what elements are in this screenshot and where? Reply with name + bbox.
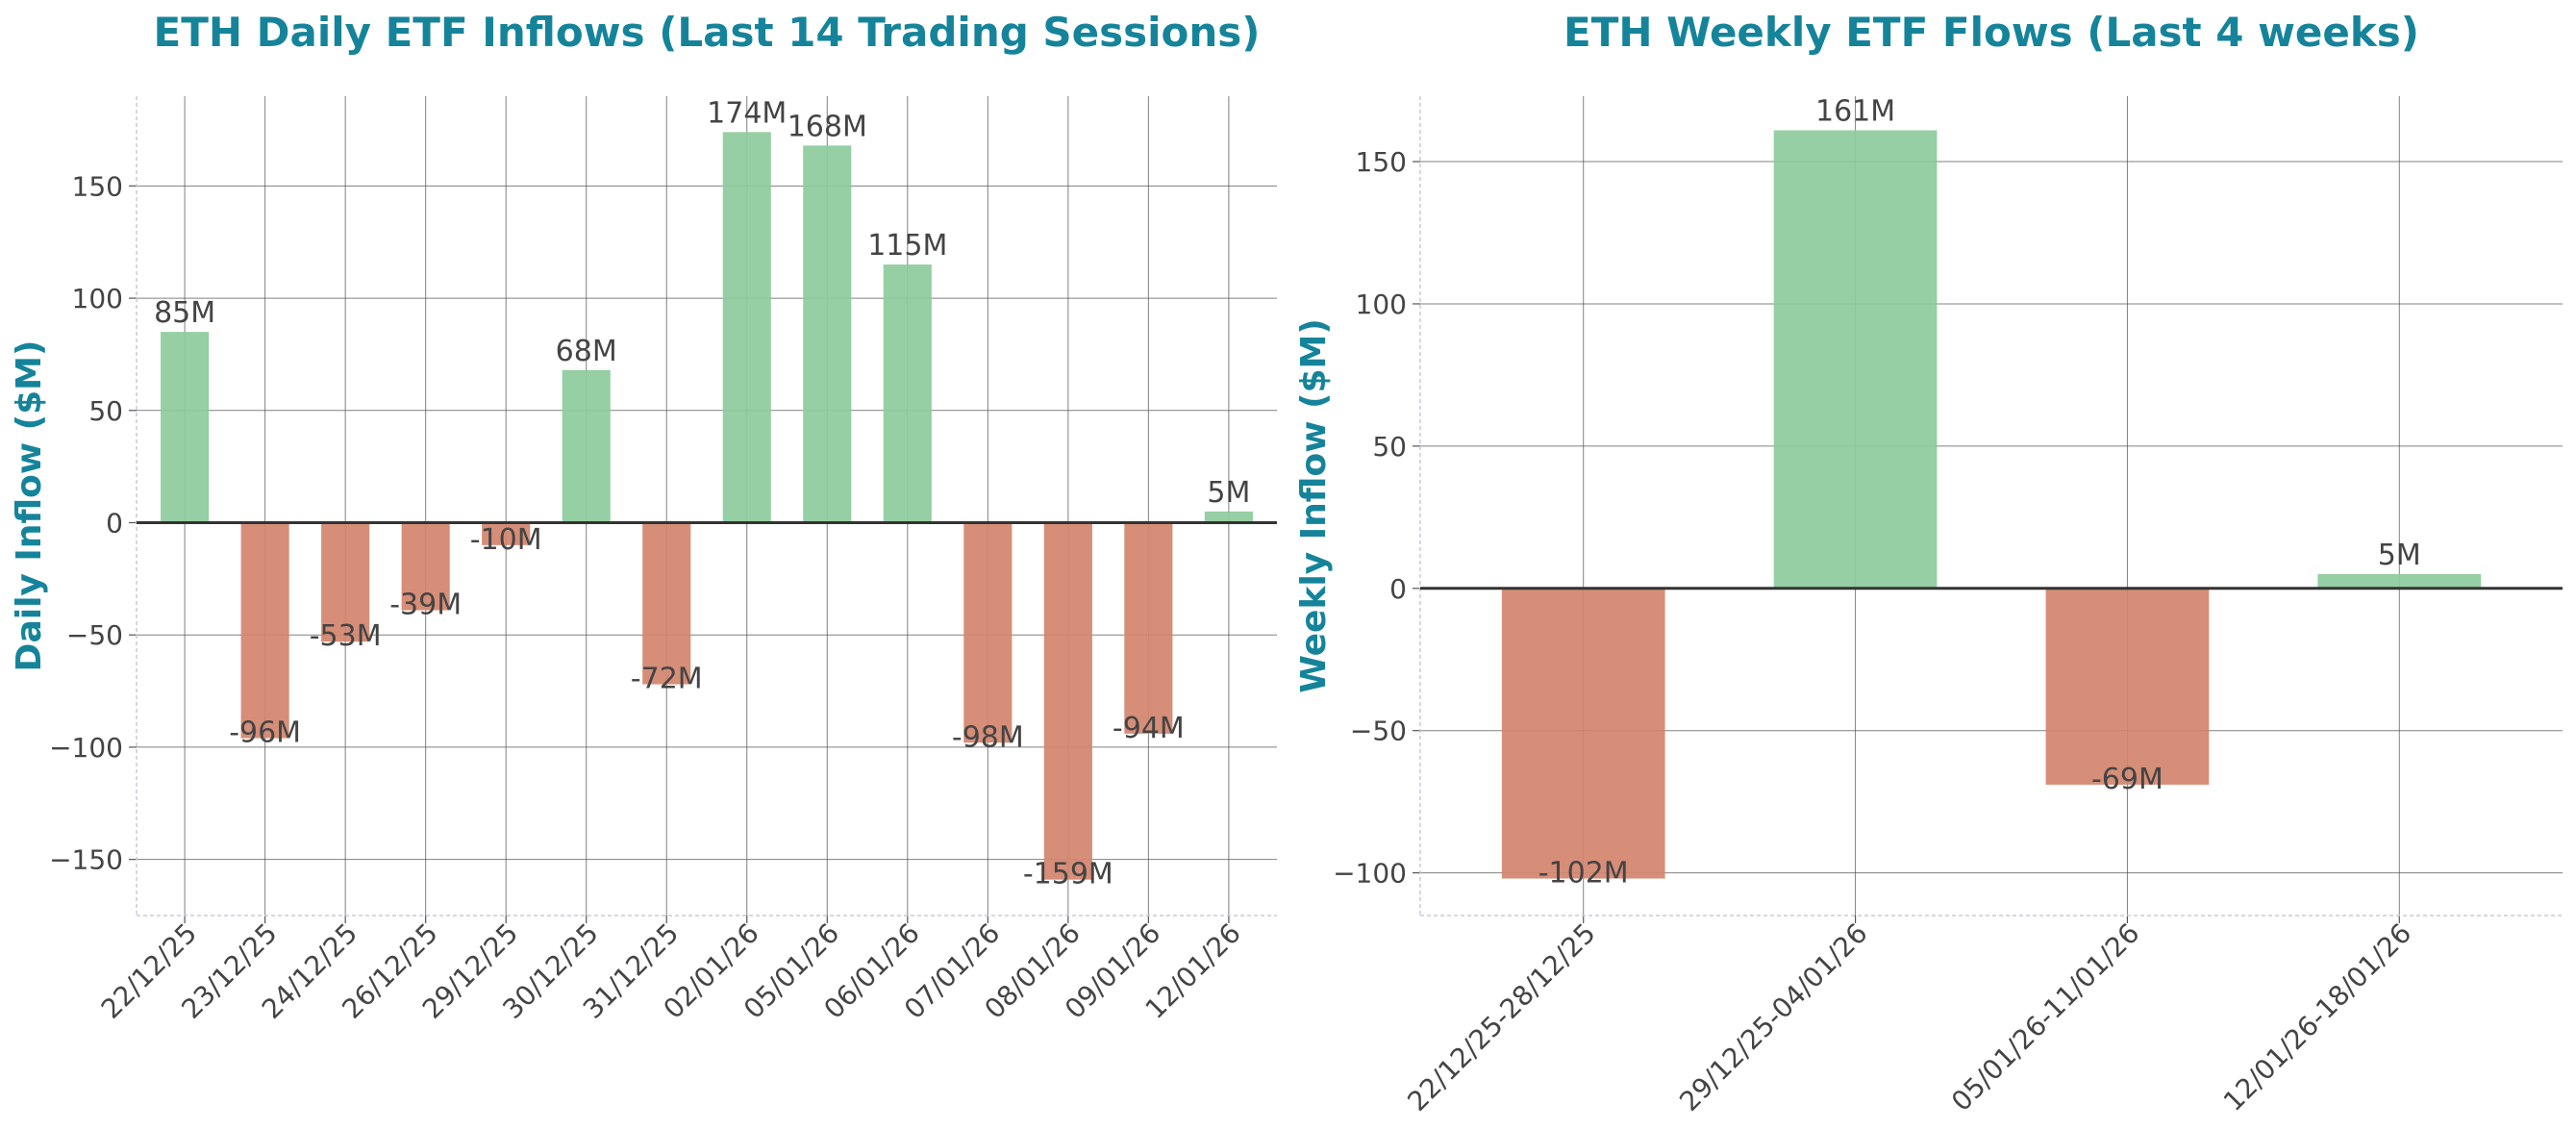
bar-12: [1124, 522, 1173, 734]
bar-data-label: -53M: [310, 619, 382, 653]
bar-data-label: -102M: [1538, 857, 1629, 891]
bar-7: [722, 132, 771, 523]
y-tick-label: 150: [1356, 146, 1407, 178]
y-tick-label: 100: [72, 283, 123, 314]
bar-6: [642, 522, 691, 685]
bar-data-label: -98M: [952, 720, 1024, 754]
bar-data-label: 5M: [1207, 476, 1250, 510]
bar-data-label: 5M: [2378, 539, 2421, 572]
bar-data-label: -96M: [229, 716, 301, 750]
bar-3: [2317, 574, 2482, 589]
bar-5: [562, 369, 611, 523]
x-tick-label: 12/01/26-18/01/26: [2217, 917, 2417, 1117]
bar-2: [321, 522, 370, 642]
bar-data-label: -10M: [470, 523, 542, 557]
bar-data-label: 85M: [154, 296, 215, 330]
bar-8: [803, 145, 852, 523]
x-tick-label: 29/12/25-04/01/26: [1673, 917, 1873, 1117]
y-tick-label: −50: [1350, 716, 1407, 747]
y-tick-label: −50: [66, 619, 123, 651]
bar-data-label: -72M: [631, 663, 703, 696]
x-tick-label: 05/01/26-11/01/26: [1945, 917, 2145, 1117]
y-tick-label: −150: [49, 844, 123, 876]
bar-data-label: 174M: [707, 96, 787, 130]
bar-data-label: 68M: [556, 335, 617, 368]
y-tick-label: 150: [72, 170, 123, 202]
y-tick-label: 50: [88, 395, 123, 427]
bar-data-label: 115M: [867, 229, 947, 263]
y-tick-label: 100: [1356, 289, 1407, 320]
x-tick-label: 22/12/25-28/12/25: [1401, 917, 1601, 1117]
bar-10: [963, 522, 1013, 743]
bar-3: [401, 522, 450, 611]
bar-1: [1773, 130, 1938, 589]
y-tick-label: 0: [106, 508, 123, 540]
bar-data-label: 161M: [1815, 95, 1895, 129]
bar-data-label: -39M: [389, 589, 462, 622]
bar-data-label: 168M: [788, 110, 867, 143]
chart-title: ETH Daily ETF Inflows (Last 14 Trading S…: [154, 9, 1261, 56]
bar-11: [1043, 522, 1092, 880]
bar-2: [2045, 588, 2210, 785]
chart-title: ETH Weekly ETF Flows (Last 4 weeks): [1563, 9, 2419, 56]
y-axis-label: Weekly Inflow ($M): [1294, 318, 1334, 693]
bar-data-label: -69M: [2091, 763, 2163, 796]
bar-data-label: -159M: [1023, 858, 1113, 891]
bar-9: [883, 264, 932, 523]
y-tick-label: 50: [1372, 431, 1407, 463]
bar-4: [482, 522, 531, 545]
bar-0: [161, 332, 210, 523]
bar-1: [240, 522, 289, 739]
bar-13: [1204, 511, 1253, 523]
y-axis-label: Daily Inflow ($M): [10, 340, 49, 672]
y-tick-label: 0: [1389, 573, 1407, 605]
bar-0: [1501, 588, 1665, 879]
bar-data-label: -94M: [1113, 712, 1185, 745]
y-tick-label: −100: [1333, 858, 1407, 890]
y-tick-label: −100: [49, 732, 123, 764]
